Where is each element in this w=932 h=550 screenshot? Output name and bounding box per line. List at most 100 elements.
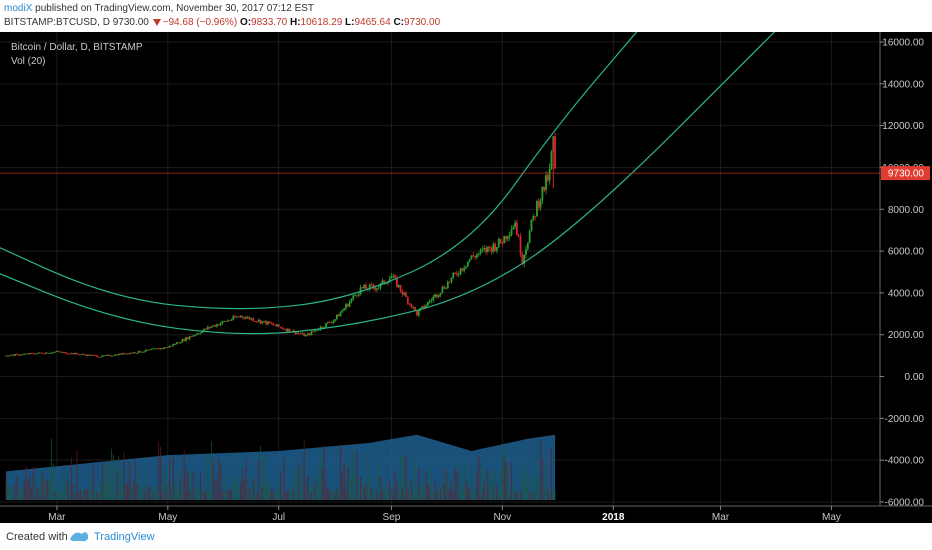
candle-body xyxy=(76,353,78,355)
candle-body xyxy=(221,321,224,324)
x-tick-label: Jul xyxy=(272,512,285,523)
candle-body xyxy=(306,333,309,336)
y-tick-label: -4000.00 xyxy=(885,456,925,467)
candle-body xyxy=(217,324,220,326)
change-value: −94.68 (−0.96%) xyxy=(162,17,238,28)
candle-body xyxy=(350,298,353,302)
candle-body xyxy=(316,330,318,332)
high-value: 10618.29 xyxy=(300,17,343,28)
candle-body xyxy=(425,305,427,308)
candle-body xyxy=(248,316,251,320)
candle-body xyxy=(317,329,320,331)
candle-body xyxy=(136,352,138,354)
candle-body xyxy=(156,348,158,350)
candle-body xyxy=(432,296,435,301)
candle-body xyxy=(339,312,342,317)
candle-body xyxy=(112,355,115,357)
candle-body xyxy=(236,316,238,318)
candle-body xyxy=(352,295,355,299)
candle-body xyxy=(146,349,149,351)
candle-body xyxy=(437,295,440,297)
candle-body xyxy=(368,284,371,290)
candle-body xyxy=(203,328,206,331)
candle-body xyxy=(8,355,11,356)
created-with-text: Created with xyxy=(6,531,68,543)
candle-body xyxy=(446,281,449,289)
candle-body xyxy=(470,255,473,260)
candle-body xyxy=(145,349,147,352)
current-price-tag xyxy=(881,166,930,181)
candle-body xyxy=(125,353,127,355)
y-tick-label: 4000.00 xyxy=(888,288,925,299)
y-tick-label: 14000.00 xyxy=(882,79,924,90)
candle-body xyxy=(452,272,455,278)
candle-body xyxy=(454,272,456,274)
candle-body xyxy=(548,168,551,181)
chart-area[interactable]: 16000.0014000.0012000.0010000.008000.006… xyxy=(0,29,932,523)
candle-body xyxy=(163,347,166,349)
candle-body xyxy=(70,353,73,354)
candle-body xyxy=(321,326,324,328)
candle-body xyxy=(216,324,218,327)
candle-body xyxy=(448,281,451,283)
candle-body xyxy=(512,227,515,230)
candle-body xyxy=(266,321,269,325)
x-tick-label: Mar xyxy=(712,512,730,523)
candle-body xyxy=(186,337,189,340)
candle-body xyxy=(212,325,215,327)
candle-body xyxy=(90,355,93,356)
candle-body xyxy=(46,352,49,354)
y-tick-label: 16000.00 xyxy=(882,38,924,49)
candle-body xyxy=(152,348,155,350)
candle-body xyxy=(505,236,507,240)
candle-body xyxy=(416,310,418,316)
x-tick-label: Sep xyxy=(383,512,401,523)
publish-line: modiX published on TradingView.com, Nove… xyxy=(4,3,314,14)
candle-body xyxy=(94,355,96,357)
candle-body xyxy=(299,333,302,335)
candle-body xyxy=(5,355,7,357)
candle-body xyxy=(150,349,153,351)
candle-body xyxy=(356,295,358,297)
candle-body xyxy=(383,280,386,284)
candle-body xyxy=(323,327,326,328)
candle-body xyxy=(361,287,364,289)
footer-bar: Created with TradingView xyxy=(0,523,932,550)
candle-body xyxy=(225,321,227,322)
candle-body xyxy=(514,222,516,228)
candle-body xyxy=(176,342,178,345)
candle-body xyxy=(457,274,460,276)
candle-body xyxy=(392,275,395,277)
candle-body xyxy=(81,354,84,355)
candle-body xyxy=(99,356,102,358)
candle-body xyxy=(6,355,9,357)
author-link[interactable]: modiX xyxy=(4,3,33,14)
candle-body xyxy=(170,345,173,347)
candle-body xyxy=(517,235,520,237)
candle-body xyxy=(539,200,542,208)
candle-body xyxy=(77,354,80,355)
candle-body xyxy=(354,295,356,297)
trend-curve xyxy=(0,29,640,310)
chart-header: modiX published on TradingView.com, Nove… xyxy=(0,0,932,32)
candle-body xyxy=(68,353,71,355)
candle-body xyxy=(25,353,27,355)
candle-body xyxy=(403,292,406,295)
close-label: C: xyxy=(393,17,404,28)
candle-body xyxy=(401,290,404,295)
candle-body xyxy=(101,355,104,357)
candle-body xyxy=(143,351,146,353)
candle-body xyxy=(141,352,144,353)
candle-body xyxy=(119,353,122,355)
y-tick-label: -6000.00 xyxy=(885,498,925,509)
candle-body xyxy=(436,294,438,297)
candle-body xyxy=(234,316,236,318)
candle-body xyxy=(23,354,26,355)
last-price: 9730.00 xyxy=(112,17,149,28)
candle-body xyxy=(343,308,346,311)
tradingview-brand-link[interactable]: TradingView xyxy=(94,531,155,543)
candle-body xyxy=(525,249,527,255)
candle-body xyxy=(14,354,16,356)
candle-body xyxy=(492,243,495,252)
candle-body xyxy=(388,278,391,283)
